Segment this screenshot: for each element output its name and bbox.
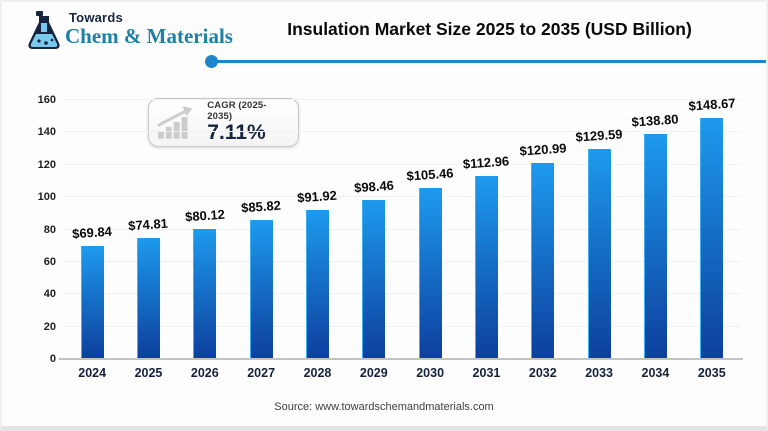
x-axis-labels: 2024 2025 2026 2027 2028 2029 2030 2031 2032 2033… <box>64 366 740 380</box>
gridline <box>64 99 740 100</box>
bar-value-label: $138.80 <box>631 111 680 130</box>
bar-column: $69.84 <box>64 100 120 359</box>
x-axis-label: 2028 <box>303 366 332 380</box>
bar-2024 <box>80 245 104 359</box>
y-tick-label: 0 <box>49 353 56 365</box>
x-axis-label: 2031 <box>472 366 501 380</box>
bar-column: $129.59 <box>571 100 627 359</box>
brand-name-bottom: Chem & Materials <box>65 24 233 48</box>
x-axis-label: 2026 <box>190 366 219 380</box>
bar-value-label: $105.46 <box>406 165 455 184</box>
accent-line-dot-icon <box>205 54 218 68</box>
x-axis-label: 2034 <box>641 366 670 380</box>
chart-title: Insulation Market Size 2025 to 2035 (USD… <box>287 19 692 39</box>
y-tick-label: 20 <box>43 320 56 333</box>
y-axis: 0 20 40 60 80 100 120 140 160 <box>16 94 56 365</box>
bar-2033 <box>587 149 611 359</box>
bar-2027 <box>249 220 273 359</box>
bar-column: $91.92 <box>289 100 345 359</box>
bar-column: $148.67 <box>684 96 740 359</box>
bar-2028 <box>305 210 329 359</box>
bar-value-label: $98.46 <box>353 177 395 195</box>
accent-line <box>215 60 766 63</box>
y-tick-label: 80 <box>43 223 56 236</box>
bar-2032 <box>531 163 555 359</box>
bar-value-label: $120.99 <box>518 140 567 159</box>
bar-column: $120.99 <box>515 100 571 359</box>
bars-container: $69.84 $74.81 $80.12 $85.82 $91.92 $98.46 $105… <box>64 96 740 359</box>
bar-2026 <box>193 229 217 359</box>
flask-icon <box>28 11 60 49</box>
x-axis-label: 2027 <box>247 366 276 380</box>
x-axis-label: 2032 <box>528 366 557 380</box>
brand-name-top: Towards <box>69 10 123 25</box>
x-axis-label: 2029 <box>359 366 388 380</box>
bar-value-label: $129.59 <box>575 126 624 145</box>
bar-column: $85.82 <box>233 100 289 359</box>
bar-2025 <box>136 237 160 359</box>
bar-column: $80.12 <box>177 100 233 359</box>
bar-2034 <box>643 134 667 359</box>
bar-column: $105.46 <box>402 100 458 359</box>
y-tick-label: 100 <box>37 191 56 204</box>
gridline <box>64 163 740 165</box>
bar-2031 <box>474 176 498 359</box>
source-text: Source: www.towardschemandmaterials.com <box>274 401 494 413</box>
x-axis-line <box>59 358 743 360</box>
bar-column: $98.46 <box>346 100 402 359</box>
bar-value-label: $91.92 <box>297 187 338 206</box>
y-tick-label: 140 <box>37 126 56 139</box>
bar-2035 <box>700 118 724 359</box>
y-tick-label: 60 <box>43 255 56 268</box>
cagr-text: CAGR (2025-2035) 7.11% <box>207 100 290 144</box>
gridline <box>64 325 740 327</box>
y-tick-label: 120 <box>37 158 56 171</box>
gridline <box>64 293 740 295</box>
brand-text: Towards Chem & Materials <box>65 10 233 47</box>
bar-column: $138.80 <box>627 100 683 359</box>
x-axis-label: 2024 <box>78 366 107 380</box>
bar-value-label: $69.84 <box>71 223 113 242</box>
plot-area: $69.84 $74.81 $80.12 $85.82 $91.92 $98.46 $105… <box>64 96 740 359</box>
bar-value-label: $80.12 <box>184 206 226 225</box>
bar-value-label: $112.96 <box>462 153 511 172</box>
x-axis-label: 2030 <box>416 366 445 380</box>
cagr-label: CAGR (2025-2035) <box>207 100 267 123</box>
y-tick-label: 160 <box>37 94 56 106</box>
gridline <box>64 228 740 230</box>
gridline <box>64 196 740 198</box>
x-axis-label: 2035 <box>697 366 726 380</box>
y-tick-label: 40 <box>43 288 56 301</box>
x-axis-label: 2033 <box>585 366 614 380</box>
bar-value-label: $148.67 <box>687 95 736 114</box>
bar-2029 <box>362 199 386 359</box>
bar-2030 <box>418 188 442 359</box>
brand-logo: Towards Chem & Materials <box>26 10 233 52</box>
gridline <box>64 260 740 262</box>
cagr-badge: CAGR (2025-2035) 7.11% <box>148 98 299 147</box>
bar-column: $112.96 <box>458 100 514 359</box>
x-axis-label: 2025 <box>134 366 163 380</box>
cagr-value: 7.11% <box>207 121 266 145</box>
bar-value-label: $74.81 <box>128 215 169 234</box>
bar-column: $74.81 <box>120 100 176 359</box>
gridline <box>64 131 740 133</box>
bar-value-label: $85.82 <box>240 197 282 216</box>
